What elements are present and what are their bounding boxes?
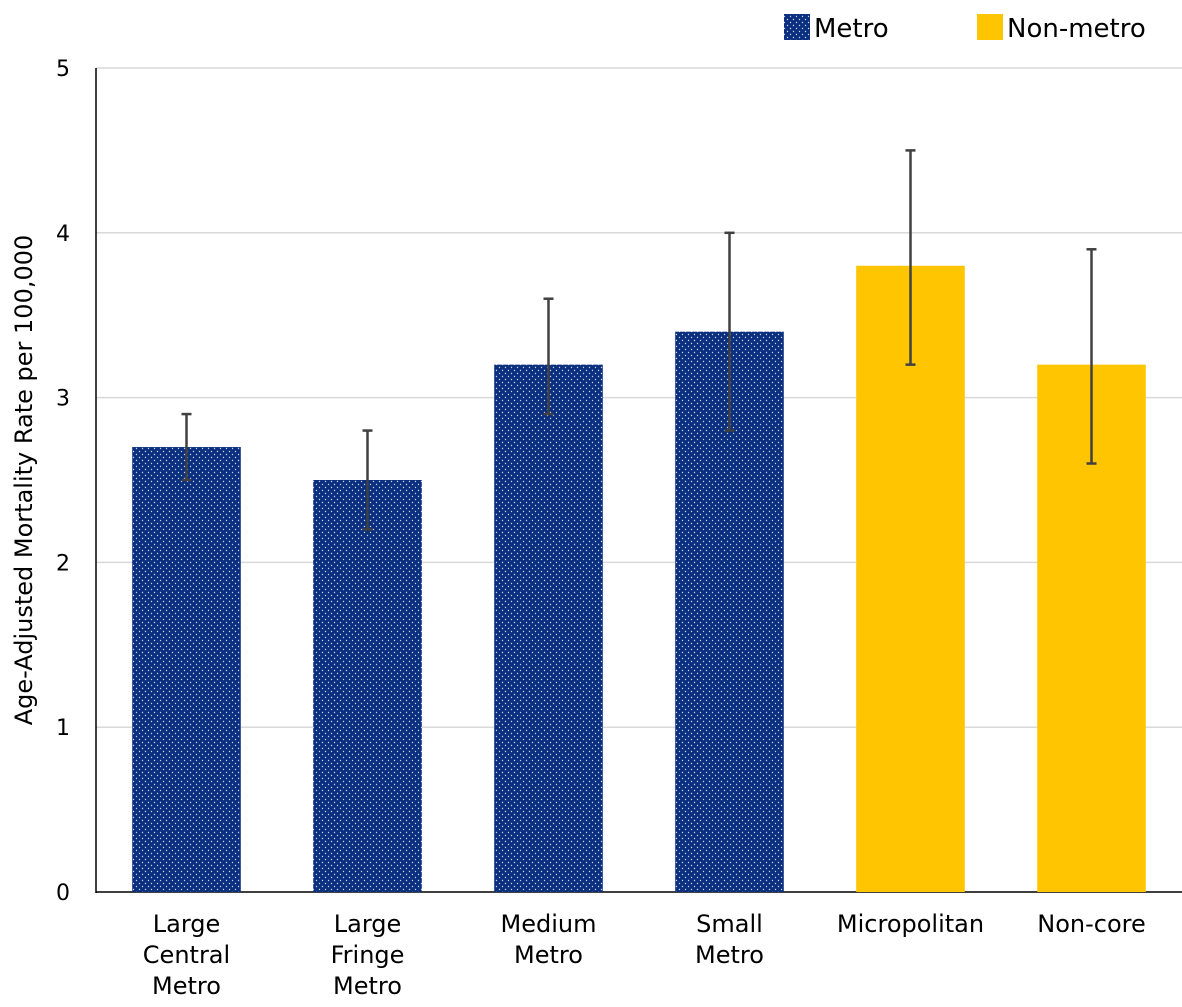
bar xyxy=(856,265,965,892)
category-label-line: Metro xyxy=(514,941,583,969)
bar xyxy=(313,480,422,892)
bar xyxy=(132,447,241,892)
y-tick-label: 1 xyxy=(56,716,70,741)
category-label-line: Metro xyxy=(333,972,402,1000)
legend: Metro Non-metro xyxy=(784,14,1146,44)
category-label-line: Metro xyxy=(695,941,764,969)
category-label-line: Large xyxy=(153,910,221,938)
axes xyxy=(95,68,1182,893)
category-label-line: Metro xyxy=(152,972,221,1000)
category-label-line: Micropolitan xyxy=(837,910,984,938)
category-label: Small Metro xyxy=(695,910,764,969)
gridlines xyxy=(96,67,1182,728)
category-label: Large Fringe Metro xyxy=(331,910,405,1000)
category-label-line: Medium xyxy=(501,910,597,938)
y-tick-label: 4 xyxy=(56,222,70,247)
legend-label-nonmetro: Non-metro xyxy=(1007,14,1146,44)
category-label-line: Small xyxy=(696,910,763,938)
y-tick-label: 2 xyxy=(56,551,70,576)
legend-label-metro: Metro xyxy=(814,14,889,44)
category-label: Large Central Metro xyxy=(143,910,230,1000)
category-label: Micropolitan xyxy=(837,910,984,938)
category-label-line: Large xyxy=(334,910,402,938)
y-axis-title: Age-Adjusted Mortality Rate per 100,000 xyxy=(10,235,38,726)
legend-swatch-metro xyxy=(784,14,810,40)
category-label-line: Fringe xyxy=(331,941,405,969)
category-label-line: Central xyxy=(143,941,230,969)
y-tick-label: 0 xyxy=(56,881,70,906)
category-label: Medium Metro xyxy=(501,910,597,969)
error-bars xyxy=(181,149,1097,531)
legend-swatch-nonmetro xyxy=(977,14,1003,40)
y-tick-label: 5 xyxy=(56,57,70,82)
category-label: Non-core xyxy=(1037,910,1146,938)
y-tick-label: 3 xyxy=(56,387,70,412)
category-label-line: Non-core xyxy=(1037,910,1146,938)
bar xyxy=(494,364,603,892)
bars xyxy=(132,265,1146,892)
